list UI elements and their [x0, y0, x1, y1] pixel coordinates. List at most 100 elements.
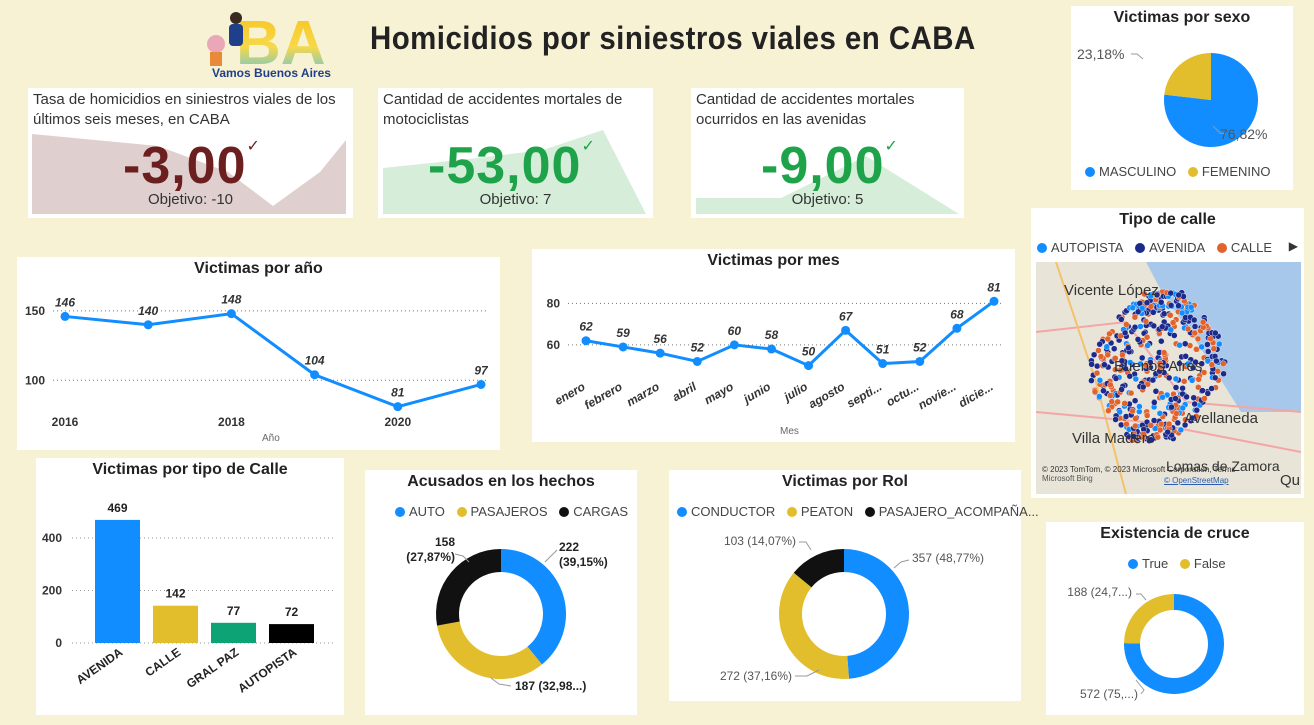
legend-item-auto[interactable]: AUTO: [395, 504, 445, 519]
map-point: [1192, 358, 1199, 366]
chart-card-tipo-calle[interactable]: Victimas por tipo de Calle 400 200 0 469 AVE…: [36, 458, 344, 715]
chart-card-anio[interactable]: Victimas por año 150 100 146 140 148 104 81 97 2…: [17, 257, 500, 450]
map-card[interactable]: Tipo de calle AUTOPISTA AVENIDA CALLE ▶ …: [1031, 208, 1304, 498]
chart-legend: AUTO PASAJEROS CARGAS: [395, 504, 636, 519]
map-place-vicente-lopez: Vicente López: [1064, 282, 1159, 299]
map-point: [1182, 353, 1189, 360]
map-point: [1093, 369, 1101, 377]
data-label: 62: [579, 320, 593, 334]
slice-false: [1124, 594, 1174, 644]
map-point: [1188, 414, 1196, 422]
map-point: [1176, 360, 1183, 367]
leader-line: [490, 677, 512, 687]
data-point: [476, 379, 486, 389]
map-point: [1143, 333, 1151, 341]
slice-femenino: [1164, 53, 1211, 100]
legend-dot: [1179, 559, 1190, 569]
map-point: [1156, 363, 1164, 371]
kpi-value: -9,00✓: [761, 136, 899, 196]
chart-card-acusados[interactable]: Acusados en los hechos AUTO PASAJEROS CA…: [365, 470, 637, 715]
map-point: [1149, 376, 1157, 384]
map-point: [1211, 374, 1219, 382]
map-water: [1146, 262, 1301, 412]
kpi-card-tasa[interactable]: Tasa de homicidios en siniestros viales …: [28, 88, 353, 218]
map-point: [1150, 309, 1157, 316]
data-point: [226, 309, 236, 319]
map-legend: AUTOPISTA AVENIDA CALLE: [1037, 240, 1280, 255]
chart-card-cruce[interactable]: Existencia de cruce True False 572 (75,.…: [1046, 522, 1304, 715]
map-attribution-osm[interactable]: © OpenStreetMap: [1164, 476, 1229, 485]
legend-dot: [395, 507, 405, 517]
data-label: 58: [765, 328, 779, 342]
chart-card-sexo[interactable]: Victimas por sexo 76,82% 23,18% MASCULINO…: [1071, 6, 1293, 190]
x-axis-label: Mes: [780, 426, 799, 437]
kpi-card-avenidas[interactable]: Cantidad de accidentes mortales ocurrido…: [691, 88, 964, 218]
map-point: [1129, 304, 1137, 311]
map-point: [1160, 349, 1168, 356]
map-point: [1123, 420, 1130, 428]
map-point: [1122, 365, 1129, 373]
x-tick-label: septi...: [844, 379, 884, 410]
chart-card-rol[interactable]: Victimas por Rol CONDUCTOR PEATON PASAJE…: [669, 470, 1039, 701]
legend-label: AUTO: [409, 504, 445, 519]
series-line: [64, 312, 482, 409]
legend-label: False: [1193, 556, 1226, 571]
legend-item-autopista[interactable]: AUTOPISTA: [1037, 240, 1123, 255]
map-point: [1195, 376, 1202, 383]
legend-item-false[interactable]: False: [1179, 556, 1226, 571]
legend-label: CONDUCTOR: [691, 504, 776, 519]
legend-item-cargas[interactable]: CARGAS: [559, 504, 628, 519]
legend-item-avenida[interactable]: AVENIDA: [1135, 240, 1205, 255]
legend-item-conductor[interactable]: CONDUCTOR: [677, 504, 775, 519]
map-point: [1134, 308, 1142, 315]
map-point: [1220, 370, 1227, 378]
map-point: [1180, 378, 1188, 385]
map-place-villa-madero: Villa Madero: [1072, 430, 1156, 447]
legend-label: AUTOPISTA: [1051, 240, 1124, 255]
slice-masculino: [1164, 53, 1258, 148]
legend-item-calle[interactable]: CALLE: [1216, 240, 1272, 255]
x-tick-label: 2020: [384, 415, 411, 429]
legend-label: True: [1142, 556, 1169, 571]
x-tick-label: octu...: [884, 379, 922, 409]
map-point: [1167, 312, 1174, 319]
data-point: [952, 323, 962, 333]
kpi-card-motociclistas[interactable]: Cantidad de accidentes mortales de motoc…: [378, 88, 653, 218]
map-point: [1108, 398, 1116, 405]
chart-title: Victimas por Rol: [782, 473, 908, 490]
kpi-label: Tasa de homicidios en siniestros viales …: [33, 91, 336, 128]
map-point: [1158, 337, 1165, 345]
map-point: [1147, 303, 1155, 310]
data-label: 51: [876, 343, 890, 357]
x-tick-label: 2016: [52, 415, 79, 429]
legend-item-masculino[interactable]: MASCULINO: [1085, 164, 1176, 179]
legend-item-femenino[interactable]: FEMENINO: [1187, 164, 1271, 179]
legend-item-pasajeros[interactable]: PASAJEROS: [456, 504, 548, 519]
data-label: 76,82%: [1220, 126, 1267, 142]
map-point: [1173, 410, 1180, 417]
legend-item-peaton[interactable]: PEATON: [786, 504, 853, 519]
map-point: [1152, 388, 1160, 395]
map-point: [1144, 342, 1151, 349]
map-point: [1204, 341, 1211, 348]
map-point: [1193, 346, 1200, 353]
map-point: [1131, 314, 1139, 321]
map-canvas[interactable]: Vicente López Buenos Aires Avellaneda Vi…: [1036, 262, 1301, 494]
x-tick-label: novie...: [916, 379, 959, 412]
chart-card-mes[interactable]: Victimas por mes 80 60 62 59 56 52 60 58 50 67 51 5…: [532, 249, 1015, 442]
map-point: [1118, 316, 1125, 323]
data-label: 81: [987, 280, 1001, 294]
data-point: [393, 402, 403, 412]
chart-legend: True False: [1128, 556, 1234, 571]
legend-scroll-arrow-icon[interactable]: ▶: [1288, 239, 1298, 253]
y-tick-label: 400: [42, 531, 62, 545]
map-place-buenos-aires: Buenos Aires: [1114, 358, 1203, 375]
map-point: [1216, 340, 1223, 348]
map-point: [1112, 416, 1119, 423]
legend-item-true[interactable]: True: [1128, 556, 1168, 571]
leader-line: [893, 559, 910, 569]
map-point: [1175, 302, 1182, 309]
map-point: [1143, 299, 1151, 306]
legend-item-pasajero[interactable]: PASAJERO_ACOMPAÑA...: [864, 504, 1039, 519]
map-point: [1112, 375, 1120, 382]
